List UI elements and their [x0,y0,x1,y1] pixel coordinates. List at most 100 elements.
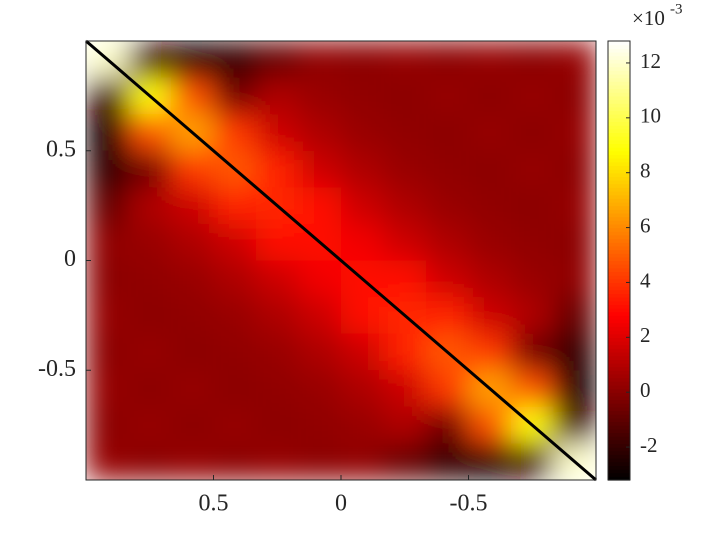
heatmap-cell [86,406,129,444]
colorbar-swatch [608,469,630,474]
heatmap-cell [553,223,596,261]
heatmap-cell [468,333,512,371]
colorbar-swatch [608,458,630,463]
colorbar-swatch [608,125,630,130]
heatmap-cells [86,41,596,480]
heatmap-cell [553,260,596,298]
colorbar-swatch [608,399,630,404]
heatmap-cell [86,77,129,115]
heatmap-cell [86,297,129,335]
heatmap-cell [128,297,172,335]
colorbar-swatch [608,414,630,419]
heatmap-cell [298,443,342,480]
heatmap-cell [341,370,384,408]
colorbar-exponent: -3 [670,1,683,17]
heatmap-cell [86,333,129,371]
colorbar-swatch [608,472,630,477]
colorbar-swatch [608,88,630,93]
heatmap-cell [213,443,257,480]
colorbar-swatch [608,55,630,60]
heatmap-cell [383,333,427,371]
heatmap-cell [468,77,512,115]
heatmap-cell [511,297,554,335]
colorbar-tick-label: 4 [640,268,651,292]
heatmap-cell [553,370,596,408]
colorbar-swatch [608,234,630,240]
heatmap-cell [171,406,214,444]
colorbar-tick-label: -2 [640,433,658,457]
colorbar-swatch [608,410,630,415]
colorbar-swatch [608,161,630,166]
heatmap-cell [426,187,469,225]
colorbar-swatch [608,330,630,335]
colorbar-swatch [608,147,630,152]
heatmap-cell [171,370,214,408]
colorbar-swatch [608,41,630,46]
heatmap [86,41,596,480]
heatmap-cell [128,406,172,444]
colorbar-tick-label: 12 [640,49,661,73]
colorbar-swatch [608,256,630,262]
colorbar-tick-label: 6 [640,213,651,237]
heatmap-cell [86,114,129,152]
colorbar-swatch [608,165,630,170]
colorbar-swatch [608,447,630,452]
colorbar-swatch [608,278,630,284]
heatmap-cell [86,187,129,225]
heatmap-cell [256,223,299,261]
heatmap-cell [383,77,427,115]
heatmap-cell [171,187,214,225]
heatmap-cell [468,443,512,480]
colorbar-swatch [608,344,630,349]
colorbar-swatch [608,421,630,426]
colorbar-swatch [608,249,630,254]
colorbar-swatch [608,84,630,90]
heatmap-cell [426,77,469,115]
colorbar-swatch [608,267,630,273]
colorbar-tick-label: 0 [640,378,651,402]
heatmap-cell [511,150,554,188]
colorbar-swatch [608,242,630,247]
heatmap-cell [426,406,469,444]
heatmap-cell [341,150,384,188]
colorbar-swatch [608,340,630,346]
heatmap-cell [256,333,299,371]
heatmap-cell [128,333,172,371]
heatmap-cell [86,370,129,408]
heatmap-cell [298,150,342,188]
colorbar-swatch [608,227,630,232]
heatmap-cell [468,406,512,444]
colorbar-swatch [608,403,630,408]
colorbar-swatch [608,48,630,53]
heatmap-cell [86,443,129,480]
heatmap-cell [341,333,384,371]
x-tick-label: 0.5 [199,491,229,517]
heatmap-cell [468,223,512,261]
heatmap-cell [511,370,554,408]
colorbar-swatch [608,190,630,196]
heatmap-cell [256,406,299,444]
heatmap-cell [511,333,554,371]
colorbar-swatch [608,432,630,437]
colorbar-swatch [608,238,630,243]
colorbar-swatch [608,417,630,423]
heatmap-cell [341,443,384,480]
x-tick-label: 0 [335,491,347,517]
colorbar-swatch [608,205,630,210]
colorbar-swatch [608,381,630,386]
colorbar-swatch [608,176,630,181]
colorbar-swatch [608,220,630,225]
colorbar-swatch [608,370,630,375]
colorbar-swatch [608,450,630,455]
colorbar-swatch [608,51,630,57]
colorbar-swatch [608,465,630,470]
heatmap-cell [128,41,172,79]
heatmap-cell [383,41,427,79]
heatmap-cell [171,443,214,480]
colorbar-swatch [608,308,630,313]
colorbar-swatch [608,209,630,214]
heatmap-cell [426,223,469,261]
y-tick-label: 0 [64,246,76,272]
heatmap-cell [128,114,172,152]
heatmap-cell [171,150,214,188]
